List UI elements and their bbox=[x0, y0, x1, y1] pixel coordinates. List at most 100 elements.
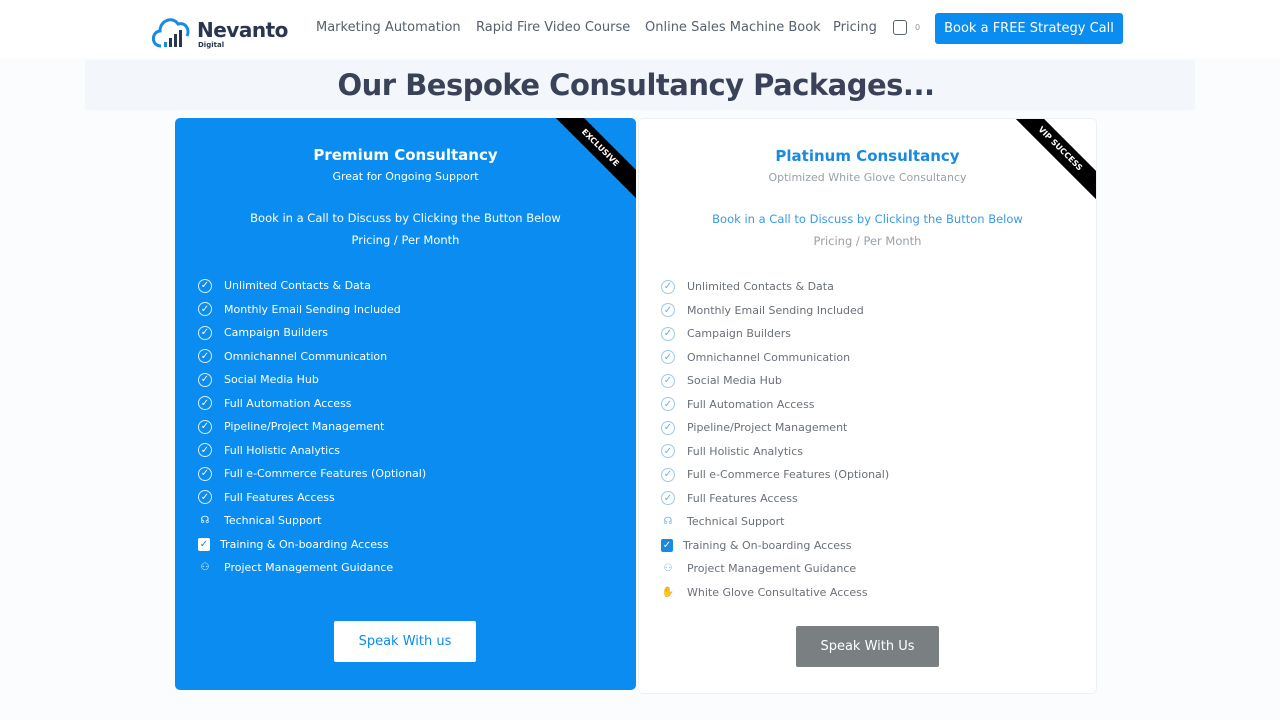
feature-label: Pipeline/Project Management bbox=[224, 420, 385, 434]
feature-item: ✓ Full Features Access bbox=[198, 486, 426, 510]
check-circle-icon: ✓ bbox=[198, 325, 212, 340]
feature-item: ☊ Technical Support bbox=[198, 509, 426, 533]
book-strategy-call-button[interactable]: Book a FREE Strategy Call bbox=[935, 13, 1123, 44]
logo[interactable]: Nevanto Digital bbox=[149, 8, 289, 52]
feature-item: ✓ Omnichannel Communication bbox=[661, 346, 889, 370]
feature-label: Training & On-boarding Access bbox=[683, 538, 852, 552]
feature-list: ✓ Unlimited Contacts & Data ✓ Monthly Email… bbox=[661, 275, 889, 604]
logo-text: Nevanto bbox=[197, 18, 288, 42]
nav-online-sales-machine-book[interactable]: Online Sales Machine Book bbox=[645, 20, 821, 35]
feature-label: Full Automation Access bbox=[224, 396, 352, 410]
feature-label: Project Management Guidance bbox=[224, 561, 394, 575]
feature-item: ⚇ Project Management Guidance bbox=[198, 556, 426, 580]
feature-label: Training & On-boarding Access bbox=[220, 537, 389, 551]
feature-item: ✓ Unlimited Contacts & Data bbox=[661, 275, 889, 299]
title-band bbox=[85, 60, 1195, 110]
check-circle-icon: ✓ bbox=[198, 302, 212, 317]
feature-label: Full Holistic Analytics bbox=[687, 444, 804, 458]
check-circle-icon: ✓ bbox=[661, 491, 675, 506]
check-circle-icon: ✓ bbox=[198, 419, 212, 434]
check-circle-icon: ✓ bbox=[661, 420, 675, 435]
feature-item: ✓ Full Automation Access bbox=[661, 393, 889, 417]
check-circle-icon: ✓ bbox=[661, 373, 675, 388]
feature-label: Monthly Email Sending Included bbox=[224, 302, 401, 316]
feature-item: ✓ Unlimited Contacts & Data bbox=[198, 274, 426, 298]
feature-label: Full Features Access bbox=[687, 491, 798, 505]
card-pricing: Pricing / Per Month bbox=[813, 234, 922, 248]
nav-marketing-automation[interactable]: Marketing Automation bbox=[316, 20, 461, 35]
feature-item: ✓ Monthly Email Sending Included bbox=[198, 298, 426, 322]
people-icon: ⚇ bbox=[663, 563, 673, 575]
check-circle-icon: ✓ bbox=[198, 466, 212, 481]
feature-item: ✓ Training & On-boarding Access bbox=[198, 533, 426, 557]
feature-label: White Glove Consultative Access bbox=[687, 585, 868, 599]
clipboard-check-icon: ✓ bbox=[661, 538, 673, 552]
page-title: Our Bespoke Consultancy Packages... bbox=[337, 68, 935, 102]
feature-label: Omnichannel Communication bbox=[224, 349, 388, 363]
platinum-consultancy-card: VIP SUCCESS Platinum Consultancy Optimiz… bbox=[638, 118, 1097, 694]
premium-consultancy-card: EXCLUSIVE Premium Consultancy Great for … bbox=[175, 118, 636, 690]
people-icon: ⚇ bbox=[200, 562, 210, 574]
speak-with-us-button[interactable]: Speak With us bbox=[334, 621, 476, 662]
cloud-chart-icon bbox=[151, 18, 190, 48]
card-pricing: Pricing / Per Month bbox=[351, 233, 460, 247]
card-book-text: Book in a Call to Discuss by Clicking th… bbox=[250, 211, 561, 225]
check-circle-icon: ✓ bbox=[198, 443, 212, 458]
feature-label: Unlimited Contacts & Data bbox=[687, 280, 834, 294]
card-book-text: Book in a Call to Discuss by Clicking th… bbox=[712, 212, 1023, 226]
feature-item: ✓ Campaign Builders bbox=[661, 322, 889, 346]
check-circle-icon: ✓ bbox=[198, 278, 212, 293]
feature-label: Social Media Hub bbox=[687, 374, 782, 388]
feature-label: Omnichannel Communication bbox=[687, 350, 851, 364]
logo-subtext: Digital bbox=[198, 41, 225, 49]
feature-label: Project Management Guidance bbox=[687, 562, 857, 576]
card-subtitle: Optimized White Glove Consultancy bbox=[768, 171, 967, 184]
feature-label: Pipeline/Project Management bbox=[687, 421, 848, 435]
nav-pricing[interactable]: Pricing bbox=[833, 20, 877, 35]
feature-item: ✓ Full e-Commerce Features (Optional) bbox=[198, 462, 426, 486]
feature-label: Full Holistic Analytics bbox=[224, 443, 341, 457]
feature-label: Campaign Builders bbox=[687, 327, 792, 341]
feature-label: Full e-Commerce Features (Optional) bbox=[687, 468, 890, 482]
feature-label: Full Features Access bbox=[224, 490, 335, 504]
card-title: Platinum Consultancy bbox=[775, 147, 960, 165]
nav-rapid-fire-video-course[interactable]: Rapid Fire Video Course bbox=[476, 20, 631, 35]
headset-icon: ☊ bbox=[200, 515, 210, 527]
feature-item: ✓ Full Holistic Analytics bbox=[198, 439, 426, 463]
feature-label: Campaign Builders bbox=[224, 326, 329, 340]
feature-label: Technical Support bbox=[687, 515, 785, 529]
feature-item: ✋ White Glove Consultative Access bbox=[661, 581, 889, 605]
feature-item: ✓ Monthly Email Sending Included bbox=[661, 299, 889, 323]
check-circle-icon: ✓ bbox=[661, 397, 675, 412]
feature-item: ✓ Omnichannel Communication bbox=[198, 345, 426, 369]
clipboard-check-icon: ✓ bbox=[198, 537, 210, 551]
headset-icon: ☊ bbox=[663, 516, 673, 528]
check-circle-icon: ✓ bbox=[661, 303, 675, 318]
cart-icon[interactable] bbox=[893, 20, 907, 35]
feature-item: ☊ Technical Support bbox=[661, 510, 889, 534]
feature-item: ⚇ Project Management Guidance bbox=[661, 557, 889, 581]
feature-item: ✓ Full Features Access bbox=[661, 487, 889, 511]
check-circle-icon: ✓ bbox=[661, 444, 675, 459]
feature-label: Technical Support bbox=[224, 514, 322, 528]
check-circle-icon: ✓ bbox=[198, 349, 212, 364]
feature-item: ✓ Social Media Hub bbox=[661, 369, 889, 393]
card-subtitle: Great for Ongoing Support bbox=[332, 170, 479, 183]
feature-list: ✓ Unlimited Contacts & Data ✓ Monthly Email… bbox=[198, 274, 426, 580]
feature-label: Full Automation Access bbox=[687, 397, 815, 411]
check-circle-icon: ✓ bbox=[661, 350, 675, 365]
feature-label: Unlimited Contacts & Data bbox=[224, 279, 371, 293]
feature-item: ✓ Full Automation Access bbox=[198, 392, 426, 416]
feature-item: ✓ Pipeline/Project Management bbox=[198, 415, 426, 439]
handshake-icon: ✋ bbox=[661, 586, 675, 598]
feature-item: ✓ Pipeline/Project Management bbox=[661, 416, 889, 440]
feature-item: ✓ Full e-Commerce Features (Optional) bbox=[661, 463, 889, 487]
card-title: Premium Consultancy bbox=[313, 146, 498, 164]
feature-item: ✓ Full Holistic Analytics bbox=[661, 440, 889, 464]
speak-with-us-button[interactable]: Speak With Us bbox=[796, 626, 939, 667]
check-circle-icon: ✓ bbox=[661, 326, 675, 341]
site-header: Nevanto Digital Marketing Automation Rap… bbox=[0, 0, 1280, 58]
feature-item: ✓ Training & On-boarding Access bbox=[661, 534, 889, 558]
cart-count: 0 bbox=[915, 23, 921, 32]
check-circle-icon: ✓ bbox=[198, 372, 212, 387]
